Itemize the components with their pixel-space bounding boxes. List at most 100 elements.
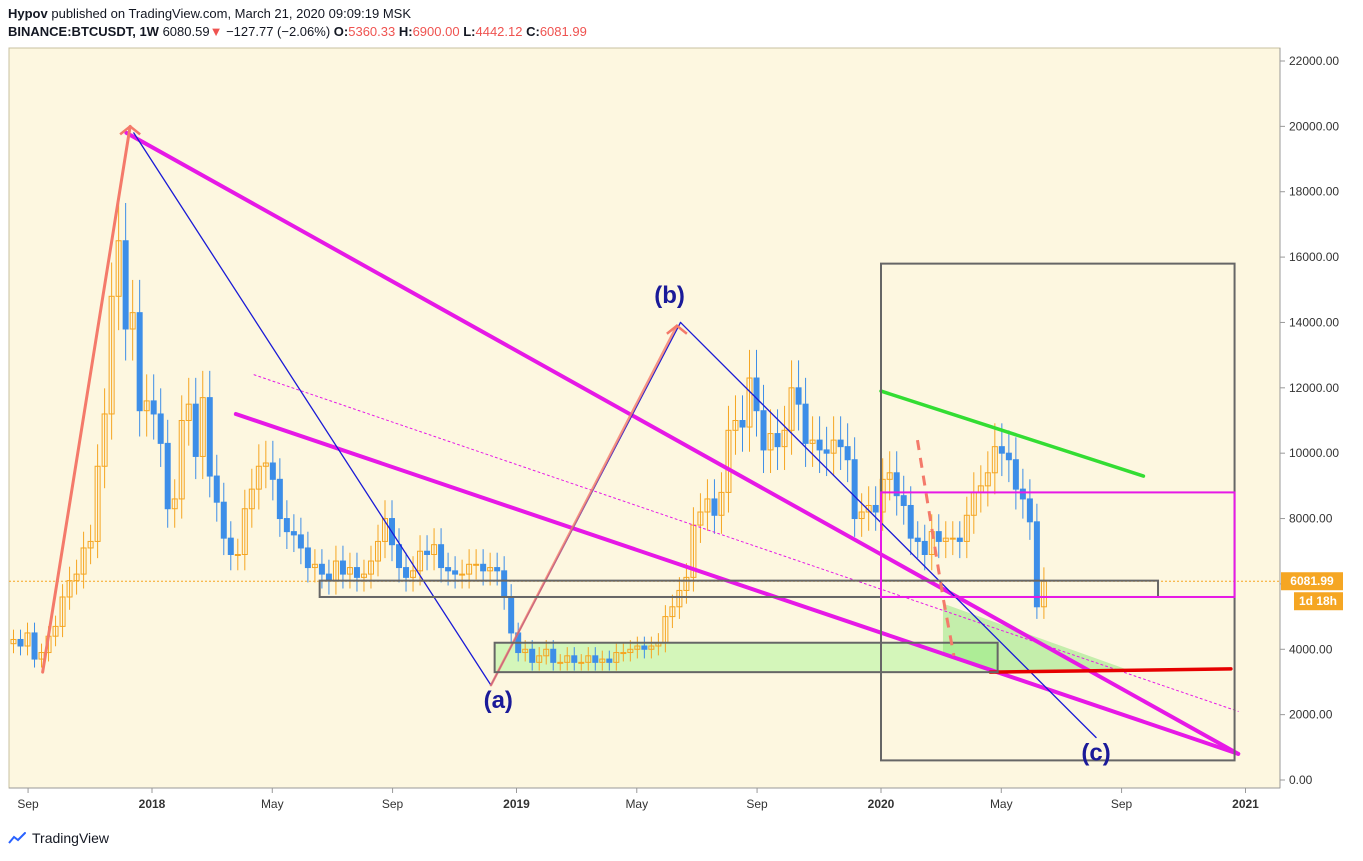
channel-upper-line[interactable] xyxy=(124,130,1241,756)
last-price-tag[interactable] xyxy=(1281,572,1343,591)
last-price-label: 6081.99 xyxy=(1290,574,1334,588)
candle xyxy=(557,661,564,664)
candle xyxy=(381,518,388,542)
candle xyxy=(893,472,900,497)
x-tick-label: 2020 xyxy=(868,797,895,811)
candle xyxy=(872,504,879,513)
candle xyxy=(774,433,781,448)
candle xyxy=(501,570,508,598)
candle xyxy=(122,240,129,330)
channel-midline[interactable] xyxy=(253,374,1239,712)
x-tick-label: 2019 xyxy=(503,797,530,811)
x-tick-label: May xyxy=(261,797,284,811)
wave-label: (c) xyxy=(1081,739,1110,766)
candle xyxy=(739,420,746,428)
candle xyxy=(718,491,725,516)
candle xyxy=(837,439,844,448)
candle xyxy=(297,534,304,549)
candle xyxy=(963,514,970,542)
support-line[interactable] xyxy=(988,667,1233,674)
candle xyxy=(290,531,297,536)
candle xyxy=(669,606,676,618)
candle xyxy=(136,312,143,412)
candle xyxy=(746,377,753,428)
candle xyxy=(10,638,17,645)
candle xyxy=(396,544,403,569)
candle xyxy=(115,240,122,297)
candle xyxy=(94,465,101,542)
candle xyxy=(438,544,445,569)
candle xyxy=(431,544,438,555)
candle xyxy=(1019,488,1026,500)
candle xyxy=(255,465,262,490)
candle xyxy=(129,312,136,330)
x-tick-label: Sep xyxy=(1111,797,1133,811)
candle xyxy=(697,511,704,526)
candle xyxy=(921,540,928,555)
wave-a-line[interactable] xyxy=(133,132,492,686)
candle xyxy=(234,553,241,556)
candle xyxy=(620,652,627,655)
publish-info: Hypov published on TradingView.com, Marc… xyxy=(8,6,411,21)
candle xyxy=(809,439,816,444)
candle xyxy=(753,377,760,412)
support-box[interactable] xyxy=(493,641,999,674)
impulse-line-2[interactable] xyxy=(489,324,679,687)
candle xyxy=(473,563,480,566)
candle xyxy=(676,589,683,608)
candle xyxy=(87,540,94,549)
support-zone[interactable] xyxy=(494,642,998,673)
peak-marker xyxy=(666,324,688,335)
symbol-label[interactable]: BINANCE:BTCUSDT, 1W xyxy=(8,24,159,39)
y-tick-label: 12000.00 xyxy=(1289,381,1339,395)
range-box[interactable] xyxy=(318,579,1160,598)
candle xyxy=(942,537,949,542)
plot-background[interactable] xyxy=(9,48,1280,788)
candle xyxy=(886,472,893,480)
open-value: 5360.33 xyxy=(348,24,396,39)
y-tick-label: 0.00 xyxy=(1289,773,1313,787)
candle xyxy=(585,655,592,663)
y-tick-label: 2000.00 xyxy=(1289,708,1333,722)
y-axis[interactable]: 22000.00 20000.00 18000.00 16000.00 14000.00… xyxy=(1279,48,1343,788)
x-tick-label: 2018 xyxy=(139,797,166,811)
author-name[interactable]: Hypov xyxy=(8,6,48,21)
channel-lower-line[interactable] xyxy=(233,411,1241,756)
tradingview-logo[interactable]: TradingView xyxy=(8,830,109,846)
candle xyxy=(403,567,410,578)
peak-marker xyxy=(119,124,141,136)
candle xyxy=(998,446,1005,454)
wave-c-line[interactable] xyxy=(679,321,1097,739)
resistance-line[interactable] xyxy=(879,389,1146,478)
candle xyxy=(634,645,641,650)
candle xyxy=(648,645,655,650)
candle xyxy=(445,567,452,572)
wave-labels: (a) (b) (c) xyxy=(484,282,1111,767)
impulse-line-1[interactable] xyxy=(41,124,132,674)
candle xyxy=(52,625,59,637)
candle xyxy=(571,655,578,663)
candle xyxy=(241,508,248,555)
candle xyxy=(248,488,255,510)
candle xyxy=(760,410,767,451)
target-box[interactable] xyxy=(880,491,1236,598)
candle xyxy=(690,524,697,578)
candle xyxy=(199,397,206,457)
candle xyxy=(318,563,325,575)
candle xyxy=(346,567,353,575)
x-axis[interactable]: Sep 2018 May Sep 2019 May Sep 2020 May Sep 2021 xyxy=(9,787,1280,811)
projected-path[interactable] xyxy=(915,439,956,657)
candle xyxy=(1033,521,1040,608)
candle xyxy=(711,498,718,516)
candle xyxy=(956,537,963,542)
candle xyxy=(367,560,374,575)
candle xyxy=(984,472,991,487)
candle xyxy=(59,596,66,627)
low-label: L: xyxy=(463,24,476,39)
drawings[interactable] xyxy=(41,124,1241,762)
last-price: 6080.59 xyxy=(162,24,210,39)
candle xyxy=(101,413,108,467)
candle xyxy=(641,645,648,650)
candle xyxy=(171,498,178,510)
